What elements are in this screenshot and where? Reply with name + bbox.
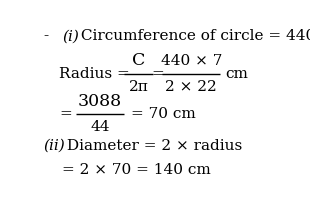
Text: 44: 44 [90, 120, 110, 134]
Text: (i): (i) [63, 29, 80, 43]
Text: 440 × 7: 440 × 7 [161, 54, 222, 68]
Text: Radius =: Radius = [59, 67, 130, 81]
Text: -: - [43, 29, 49, 43]
Text: cm: cm [225, 67, 248, 81]
Text: (ii): (ii) [43, 139, 65, 153]
Text: = 2 × 70 = 140 cm: = 2 × 70 = 140 cm [62, 163, 210, 177]
Text: =: = [151, 67, 164, 81]
Text: 2 × 22: 2 × 22 [166, 80, 217, 94]
Text: 3088: 3088 [78, 93, 122, 110]
Text: 2π: 2π [129, 80, 148, 94]
Text: Diameter = 2 × radius: Diameter = 2 × radius [62, 139, 242, 153]
Text: =: = [59, 107, 72, 121]
Text: = 70 cm: = 70 cm [131, 107, 196, 121]
Text: Circumference of circle = 440 cm: Circumference of circle = 440 cm [76, 29, 310, 43]
Text: C: C [132, 52, 145, 69]
